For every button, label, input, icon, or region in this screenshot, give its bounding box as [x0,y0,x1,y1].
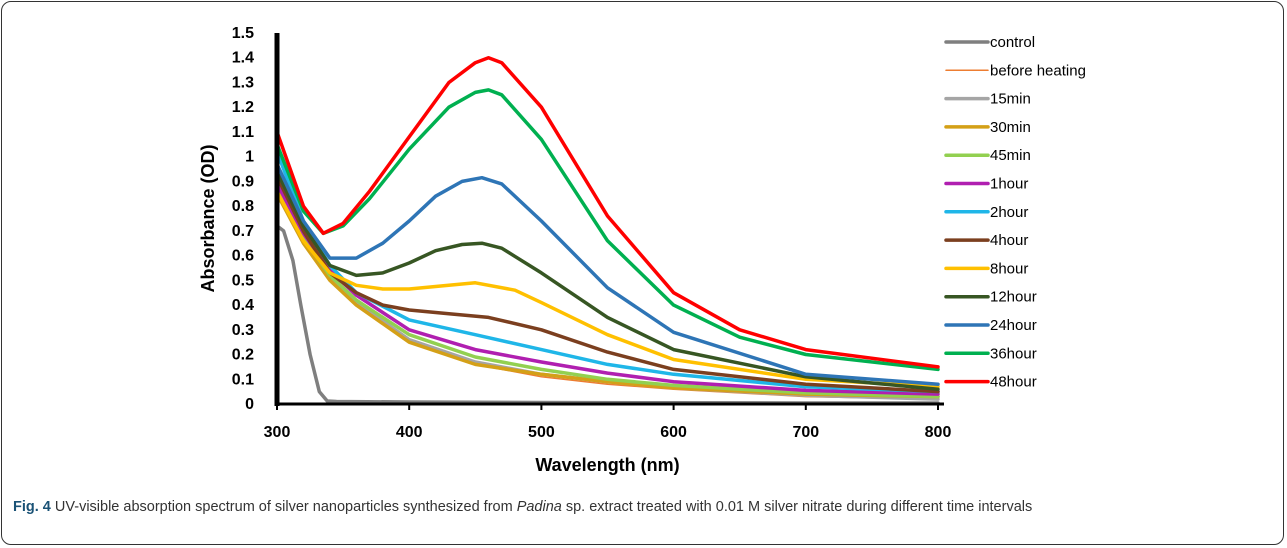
chart-axes: 0 0.1 0.2 0.3 0.4 0.5 0.6 0.7 0.8 0.9 1 1.1 1.2 1.3 1.… [232,25,952,441]
x-tick-label: 700 [792,424,819,441]
y-tick-label: 1.3 [232,74,254,91]
x-axis-title: Wavelength (nm) [535,455,679,475]
y-tick-label: 0.1 [232,371,254,388]
y-tick-label: 1.4 [232,50,254,67]
series-line-36hour [275,88,940,372]
legend-label: 15min [990,91,1031,108]
series-line-48hour [275,55,940,369]
y-tick-label: 0.4 [232,297,254,314]
figure-caption: Fig. 4 UV-visible absorption spectrum of… [13,497,1273,518]
legend-label: 2hour [990,204,1028,221]
chart-legend: control before heating 15min 30min 45min 1hou… [944,34,1086,391]
series-line-24hour [275,162,940,386]
caption-text-after: sp. extract treated with 0.01 M silver n… [561,499,1033,515]
caption-genus: Padina [516,499,562,515]
y-axis-title: Absorbance (OD) [198,144,218,292]
series-line-30min [275,192,940,399]
legend-label: 1hour [990,176,1028,193]
y-tick-label: 1.1 [232,124,254,141]
y-tick-label: 0.3 [232,322,254,339]
legend-label: 48hour [990,374,1037,391]
series-line-15min [275,189,940,401]
legend-label: before heating [990,62,1086,79]
y-tick-label: 0.8 [232,198,254,215]
x-tick-label: 600 [660,424,687,441]
legend-label: control [990,34,1035,51]
legend-label: 45min [990,147,1031,164]
x-tick-label: 400 [396,424,423,441]
y-tick-label: 0 [245,396,254,413]
caption-text-before: UV-visible absorption spectrum of silver… [50,499,517,515]
y-tick-label: 0.6 [232,248,254,265]
legend-label: 30min [990,119,1031,136]
y-tick-label: 1.2 [232,99,254,116]
x-tick-label: 300 [264,424,291,441]
legend-label: 12hour [990,289,1037,306]
legend-label: 24hour [990,317,1037,334]
y-tick-label: 0.5 [232,272,254,289]
legend-label: 36hour [990,345,1037,362]
series-line-12hour [275,169,940,391]
legend-label: 8hour [990,260,1028,277]
y-tick-label: 0.7 [232,223,254,240]
legend-label: 4hour [990,232,1028,249]
figure-label: Fig. 4 [13,499,51,515]
y-tick-label: 0.9 [232,173,254,190]
y-tick-label: 0.2 [232,347,254,364]
y-tick-label: 1.5 [232,25,254,42]
x-tick-label: 500 [528,424,555,441]
x-tick-label: 800 [925,424,952,441]
plot-curves [275,55,940,405]
series-line-8hour [275,189,940,389]
y-tick-label: 1 [245,149,254,166]
